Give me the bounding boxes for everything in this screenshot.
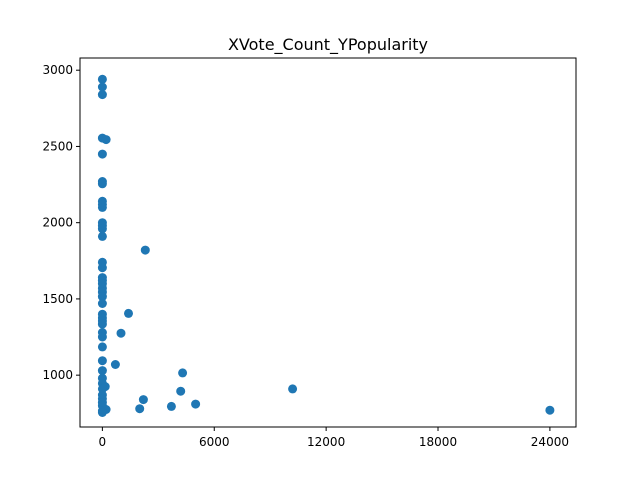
y-tick-label: 1500 [42, 292, 73, 306]
data-point [116, 328, 126, 338]
data-point [97, 149, 107, 159]
points-layer [97, 74, 555, 417]
x-tick-label: 0 [99, 435, 107, 449]
data-point [191, 399, 201, 409]
data-point [166, 401, 176, 411]
chart-title: XVote_Count_YPopularity [228, 35, 428, 55]
data-point [97, 292, 107, 302]
data-point [97, 82, 107, 92]
x-tick-label: 24000 [531, 435, 569, 449]
data-point [97, 231, 107, 241]
x-tick-label: 6000 [199, 435, 230, 449]
data-point [176, 386, 186, 396]
data-point [97, 319, 107, 329]
data-point [138, 395, 148, 405]
data-point [97, 224, 107, 234]
data-point [97, 202, 107, 212]
data-point [97, 366, 107, 376]
data-point [97, 179, 107, 189]
data-point [140, 245, 150, 255]
data-point [97, 263, 107, 273]
x-tick-label: 12000 [307, 435, 345, 449]
y-tick-label: 2000 [42, 216, 73, 230]
data-point [97, 356, 107, 366]
y-axis-ticks: 1000 1500 2000 2500 3000 [42, 63, 80, 382]
data-point [135, 404, 145, 414]
x-tick-label: 18000 [419, 435, 457, 449]
y-tick-label: 3000 [42, 63, 73, 77]
data-point [97, 332, 107, 342]
data-point [97, 299, 107, 308]
data-point [97, 408, 107, 417]
data-point [288, 384, 298, 394]
data-point [97, 342, 107, 352]
y-tick-label: 1000 [42, 368, 73, 382]
data-point [97, 90, 107, 100]
data-point [110, 360, 120, 369]
data-point [124, 308, 133, 318]
data-point [101, 135, 111, 145]
x-axis-ticks: 0 6000 12000 18000 24000 [99, 427, 569, 449]
data-point [97, 74, 107, 84]
plot-frame [79, 57, 577, 428]
y-tick-label: 2500 [42, 139, 73, 153]
data-point [178, 368, 188, 378]
data-point [545, 405, 555, 415]
